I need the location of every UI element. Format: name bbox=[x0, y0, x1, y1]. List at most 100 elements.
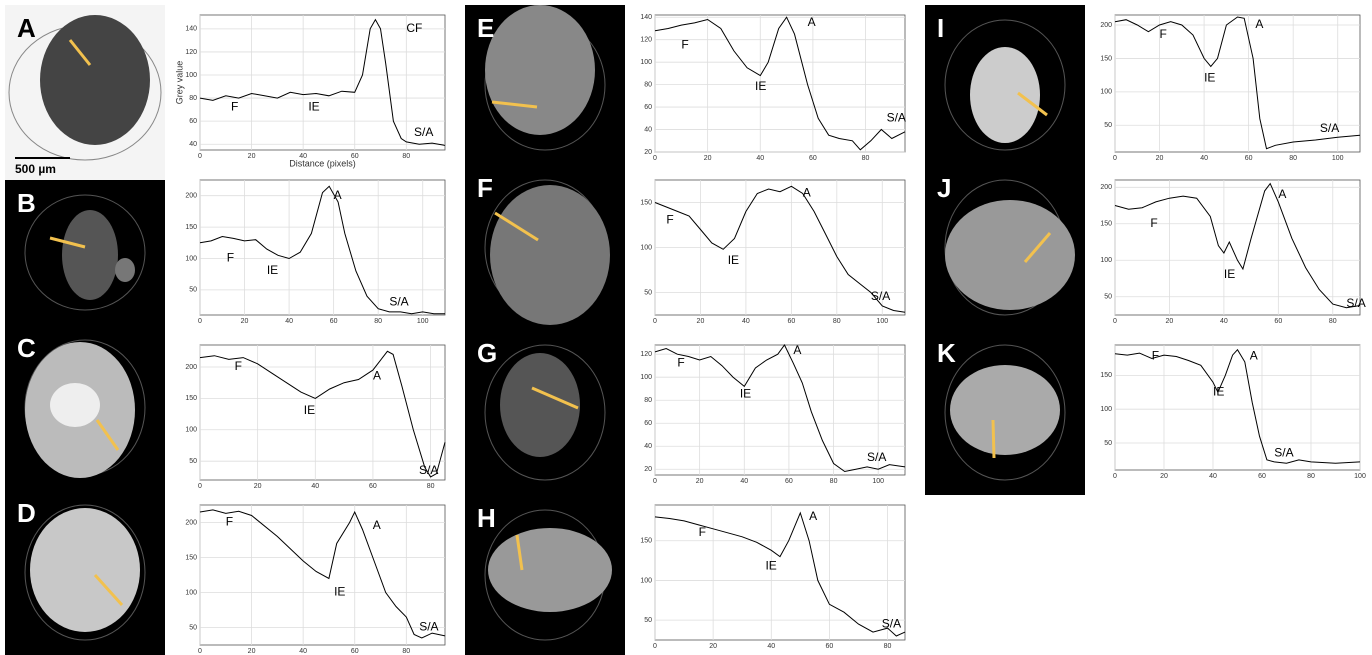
x-tick-label: 0 bbox=[653, 643, 657, 650]
y-tick-label: 150 bbox=[1100, 55, 1112, 62]
capsule-outline bbox=[944, 344, 1066, 481]
x-tick-label: 20 bbox=[1166, 318, 1174, 325]
specimen bbox=[115, 258, 135, 282]
annotation: F bbox=[226, 515, 233, 529]
y-tick-label: 100 bbox=[640, 374, 652, 381]
x-tick-label: 20 bbox=[1156, 155, 1164, 162]
specimen bbox=[50, 383, 100, 427]
x-tick-label: 80 bbox=[402, 648, 410, 655]
y-axis-title: Grey value bbox=[174, 61, 184, 105]
y-tick-label: 80 bbox=[644, 81, 652, 88]
y-tick-label: 150 bbox=[640, 538, 652, 545]
y-tick-label: 200 bbox=[185, 364, 197, 371]
x-tick-label: 80 bbox=[884, 643, 892, 650]
annotation: IE bbox=[1224, 267, 1235, 281]
panel-label: D bbox=[17, 498, 36, 528]
y-tick-label: 40 bbox=[189, 141, 197, 148]
x-tick-label: 20 bbox=[248, 648, 256, 655]
y-tick-label: 120 bbox=[640, 37, 652, 44]
panel-label: H bbox=[477, 503, 496, 533]
annotation: IE bbox=[740, 387, 751, 401]
specimen bbox=[30, 508, 140, 632]
profile-marker bbox=[93, 573, 124, 607]
x-tick-label: 80 bbox=[1329, 318, 1337, 325]
annotation: S/A bbox=[414, 125, 433, 139]
capsule-outline bbox=[24, 504, 146, 641]
annotation: F bbox=[231, 99, 238, 113]
specimen bbox=[62, 210, 118, 300]
x-tick-label: 20 bbox=[241, 318, 249, 325]
annotation: S/A bbox=[1274, 445, 1293, 459]
x-tick-label: 60 bbox=[351, 153, 359, 160]
x-tick-label: 60 bbox=[787, 318, 795, 325]
y-tick-label: 150 bbox=[185, 395, 197, 402]
y-tick-label: 200 bbox=[185, 193, 197, 200]
x-tick-label: 40 bbox=[1200, 155, 1208, 162]
y-tick-label: 50 bbox=[189, 458, 197, 465]
capsule-outline bbox=[484, 344, 606, 481]
panel-label: C bbox=[17, 333, 36, 363]
annotation: F bbox=[677, 356, 684, 370]
y-tick-label: 140 bbox=[640, 14, 652, 21]
x-tick-label: 40 bbox=[1209, 473, 1217, 480]
x-tick-label: 60 bbox=[826, 643, 834, 650]
y-tick-label: 80 bbox=[644, 397, 652, 404]
y-tick-label: 50 bbox=[644, 289, 652, 296]
profile-line bbox=[654, 185, 906, 313]
annotation: A bbox=[334, 188, 342, 202]
profile-marker bbox=[95, 419, 120, 451]
x-tick-label: 0 bbox=[1113, 318, 1117, 325]
y-tick-label: 150 bbox=[185, 554, 197, 561]
panel-label: I bbox=[937, 13, 944, 43]
annotation: IE bbox=[308, 99, 319, 113]
x-tick-label: 0 bbox=[198, 483, 202, 490]
annotation: F bbox=[681, 37, 688, 51]
panel-label: G bbox=[477, 338, 497, 368]
x-tick-label: 40 bbox=[299, 153, 307, 160]
y-tick-label: 200 bbox=[1100, 184, 1112, 191]
x-tick-label: 0 bbox=[1113, 473, 1117, 480]
annotation: IE bbox=[1213, 384, 1224, 398]
x-tick-label: 0 bbox=[653, 155, 657, 162]
profile-marker bbox=[491, 100, 538, 109]
x-tick-label: 60 bbox=[330, 318, 338, 325]
profile-line bbox=[1114, 16, 1361, 150]
profile-line bbox=[654, 16, 906, 151]
y-tick-label: 80 bbox=[189, 95, 197, 102]
x-tick-label: 100 bbox=[1354, 473, 1366, 480]
x-tick-label: 80 bbox=[862, 155, 870, 162]
x-tick-label: 40 bbox=[311, 483, 319, 490]
y-tick-label: 50 bbox=[1104, 122, 1112, 129]
x-tick-label: 0 bbox=[653, 318, 657, 325]
x-tick-label: 80 bbox=[1307, 473, 1315, 480]
annotation: IE bbox=[755, 79, 766, 93]
annotation: F bbox=[235, 359, 242, 373]
x-axis-title: Distance (pixels) bbox=[289, 158, 356, 168]
annotation: F bbox=[227, 251, 234, 265]
x-tick-label: 0 bbox=[198, 318, 202, 325]
y-tick-label: 100 bbox=[1100, 89, 1112, 96]
profile-line bbox=[654, 511, 906, 637]
y-tick-label: 100 bbox=[185, 589, 197, 596]
specimen bbox=[945, 200, 1075, 310]
annotation: F bbox=[1160, 27, 1167, 41]
annotation: A bbox=[1250, 349, 1258, 363]
capsule-outline bbox=[944, 19, 1066, 151]
panel-label: E bbox=[477, 13, 494, 43]
annotation: IE bbox=[334, 585, 345, 599]
y-tick-label: 100 bbox=[1100, 257, 1112, 264]
panel-label: A bbox=[17, 13, 36, 43]
profile-marker bbox=[49, 236, 86, 249]
x-tick-label: 40 bbox=[285, 318, 293, 325]
x-tick-label: 60 bbox=[351, 648, 359, 655]
annotation: IE bbox=[267, 263, 278, 277]
x-tick-label: 40 bbox=[756, 155, 764, 162]
annotation: F bbox=[699, 525, 706, 539]
specimen bbox=[488, 528, 612, 612]
annotation: A bbox=[373, 369, 381, 383]
profile-marker bbox=[68, 39, 92, 66]
x-tick-label: 60 bbox=[785, 478, 793, 485]
y-tick-label: 100 bbox=[1100, 406, 1112, 413]
plot-frame bbox=[199, 14, 446, 151]
